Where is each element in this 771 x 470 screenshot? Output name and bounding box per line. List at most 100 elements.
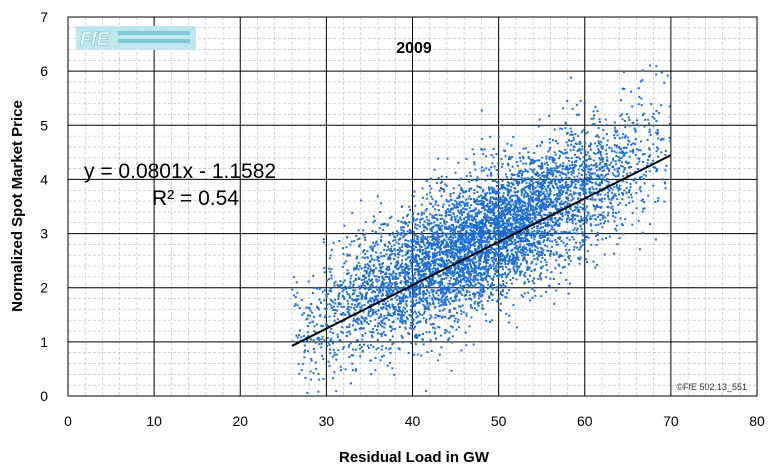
data-point: [522, 157, 525, 160]
data-point: [484, 208, 487, 211]
data-point: [642, 173, 645, 176]
data-point: [437, 227, 440, 230]
data-point: [497, 235, 500, 237]
data-point: [537, 190, 540, 192]
data-point: [654, 201, 657, 203]
data-point: [420, 238, 423, 241]
data-point: [356, 321, 359, 324]
data-point: [343, 262, 346, 265]
data-point: [609, 187, 612, 189]
data-point: [400, 300, 403, 303]
data-point: [605, 173, 608, 176]
data-point: [425, 321, 428, 324]
data-point: [632, 142, 635, 145]
data-point: [631, 212, 634, 215]
data-point: [522, 295, 525, 298]
data-point: [451, 251, 454, 254]
data-point: [488, 234, 491, 236]
data-point: [598, 121, 601, 123]
data-point: [433, 254, 436, 257]
data-point: [376, 288, 379, 291]
data-point: [438, 251, 440, 253]
data-point: [354, 329, 357, 331]
data-point: [478, 212, 481, 215]
data-point: [442, 301, 445, 304]
data-point: [427, 244, 430, 247]
data-point: [492, 196, 495, 199]
data-point: [504, 208, 507, 211]
data-point: [621, 136, 624, 139]
data-point: [393, 265, 396, 268]
data-point: [426, 193, 429, 196]
data-point: [567, 210, 570, 213]
data-point: [330, 328, 333, 330]
data-point: [488, 221, 490, 224]
data-point: [469, 222, 471, 225]
data-point: [470, 179, 473, 181]
data-point: [440, 175, 443, 178]
data-point: [474, 284, 477, 286]
data-point: [541, 265, 544, 268]
data-point: [445, 264, 448, 267]
data-point: [395, 264, 398, 267]
data-point: [458, 258, 461, 261]
data-point: [381, 332, 384, 335]
data-point: [391, 290, 394, 293]
data-point: [564, 213, 567, 216]
data-point: [615, 185, 618, 188]
data-point: [381, 270, 384, 273]
data-point: [437, 289, 439, 292]
data-point: [452, 234, 455, 237]
data-point: [345, 260, 348, 263]
data-point: [562, 203, 565, 205]
data-point: [383, 243, 386, 246]
data-point: [550, 224, 553, 227]
data-point: [466, 244, 469, 247]
data-point: [555, 183, 558, 186]
data-point: [478, 185, 481, 188]
data-point: [608, 198, 611, 201]
data-point: [387, 311, 390, 314]
data-point: [407, 332, 410, 335]
data-point: [502, 196, 505, 199]
data-point: [520, 200, 523, 203]
data-point: [481, 304, 484, 307]
data-point: [521, 254, 524, 257]
data-point: [408, 277, 411, 280]
data-point: [565, 132, 568, 135]
data-point: [559, 127, 562, 130]
data-point: [486, 300, 489, 302]
data-point: [382, 228, 385, 231]
data-point: [566, 218, 568, 220]
data-point: [542, 171, 545, 174]
data-point: [518, 209, 520, 212]
data-point: [449, 297, 452, 300]
data-point: [331, 340, 334, 343]
data-point: [535, 220, 538, 223]
data-point: [533, 258, 536, 260]
data-point: [322, 325, 324, 328]
data-point: [388, 348, 391, 351]
data-point: [449, 193, 452, 195]
data-point: [491, 259, 494, 262]
data-point: [372, 345, 375, 348]
data-point: [524, 271, 527, 274]
data-point: [572, 197, 575, 200]
data-point: [431, 233, 434, 236]
data-point: [400, 232, 403, 234]
data-point: [594, 235, 597, 238]
data-point: [502, 185, 505, 188]
data-point: [388, 303, 391, 306]
data-point: [547, 231, 550, 234]
data-point: [522, 188, 525, 191]
data-point: [586, 214, 589, 217]
data-point: [440, 241, 443, 244]
data-point: [581, 239, 584, 242]
data-point: [384, 334, 387, 337]
data-point: [481, 197, 484, 200]
data-point: [353, 312, 356, 315]
data-point: [589, 223, 592, 226]
data-point: [480, 290, 483, 293]
data-point: [468, 271, 471, 273]
data-point: [565, 156, 568, 159]
